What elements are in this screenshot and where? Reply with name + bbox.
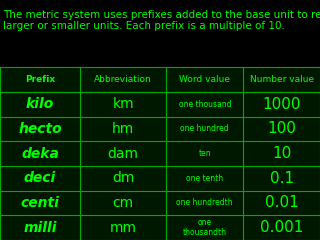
Text: one hundredth: one hundredth (177, 198, 233, 207)
Text: 1000: 1000 (262, 97, 301, 112)
Text: deka: deka (21, 147, 59, 161)
Text: mm: mm (110, 221, 137, 235)
Text: Word value: Word value (179, 75, 230, 84)
Text: 100: 100 (267, 121, 296, 136)
Text: 10: 10 (272, 146, 291, 161)
Text: one hundred: one hundred (180, 124, 229, 133)
Text: Abbreviation: Abbreviation (94, 75, 152, 84)
Text: Number value: Number value (250, 75, 314, 84)
Text: one tenth: one tenth (186, 174, 223, 183)
Text: hecto: hecto (18, 122, 62, 136)
Text: milli: milli (23, 221, 57, 235)
Text: ten: ten (198, 149, 211, 158)
Text: 0.01: 0.01 (265, 195, 299, 210)
Text: Prefix: Prefix (25, 75, 55, 84)
Text: dm: dm (112, 171, 134, 185)
Text: 0.1: 0.1 (269, 171, 294, 186)
Text: one
thousandth: one thousandth (183, 218, 227, 237)
Bar (0, 67, 320, 240)
Text: centi: centi (20, 196, 60, 210)
Text: 0.001: 0.001 (260, 220, 303, 235)
Text: hm: hm (112, 122, 134, 136)
Text: one thousand: one thousand (179, 100, 231, 109)
Text: The metric system uses prefixes added to the base unit to represent
larger or sm: The metric system uses prefixes added to… (3, 10, 320, 31)
Text: dam: dam (108, 147, 139, 161)
Text: kilo: kilo (26, 97, 54, 111)
Text: cm: cm (113, 196, 134, 210)
Text: km: km (112, 97, 134, 111)
Text: deci: deci (24, 171, 56, 185)
